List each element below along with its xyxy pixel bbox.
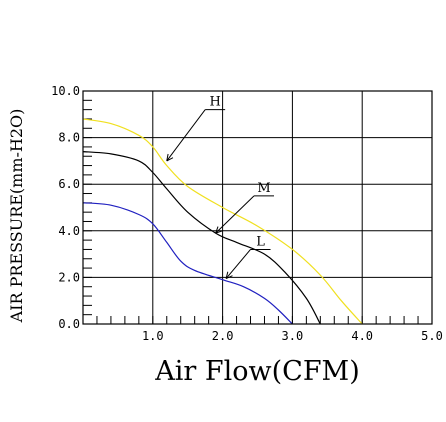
x-tick-label: 2.0	[212, 329, 234, 343]
tick-labels: 1.0 2.0 3.0 4.0 5.0 0.0 2.0 4.0 6.0 8.0 10.0	[51, 84, 443, 343]
label-leader	[225, 249, 251, 279]
curve-label-m: M	[257, 181, 270, 196]
x-tick-label: 1.0	[142, 329, 164, 343]
series-line-m	[82, 151, 321, 325]
x-tick-label: 3.0	[282, 329, 304, 343]
y-tick-label: 4.0	[58, 224, 80, 238]
y-tick-label: 0.0	[58, 317, 80, 331]
grid	[83, 91, 432, 324]
curve-annotations: H M L	[166, 95, 275, 280]
minor-ticks	[82, 90, 433, 325]
curve-label-l: L	[256, 234, 265, 249]
arrow-head	[225, 271, 233, 280]
label-leader	[215, 195, 255, 234]
series-line-l	[82, 202, 293, 325]
plot-frame	[82, 90, 433, 325]
y-tick-label: 8.0	[58, 131, 80, 145]
y-tick-label: 2.0	[58, 270, 80, 284]
y-tick-label: 6.0	[58, 177, 80, 191]
series-lines	[82, 118, 363, 325]
y-tick-label: 10.0	[51, 84, 80, 98]
x-tick-label: 5.0	[421, 329, 443, 343]
x-tick-label: 4.0	[351, 329, 373, 343]
arrow-head	[166, 153, 174, 162]
label-leader	[166, 109, 206, 162]
y-axis-title: AIR PRESSURE(mm-H2O)	[7, 109, 26, 324]
arrow-head	[215, 226, 223, 234]
curve-label-h: H	[209, 95, 220, 110]
series-line-h	[82, 118, 363, 325]
x-axis-title: Air Flow(CFM)	[154, 356, 359, 387]
